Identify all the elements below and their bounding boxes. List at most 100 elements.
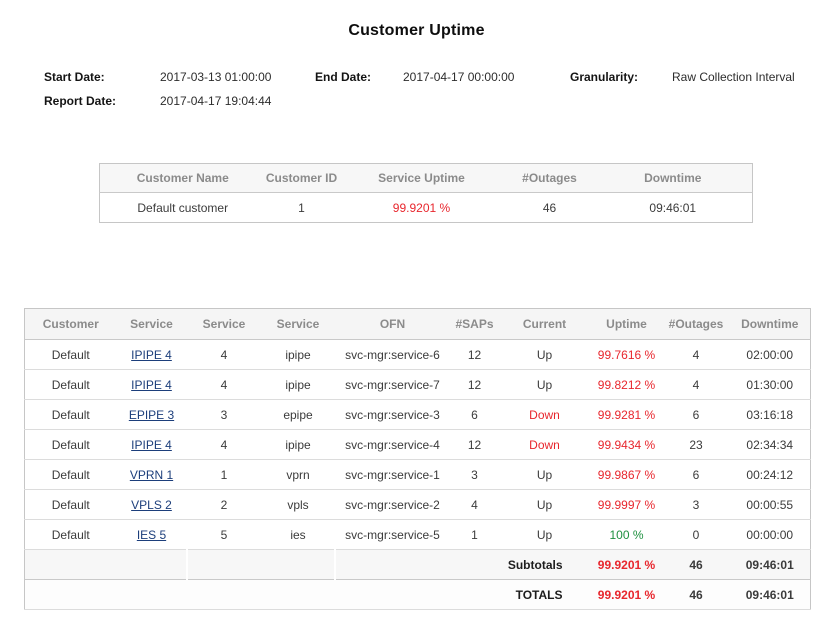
- service-id-cell: 4: [187, 430, 262, 460]
- status-cell: Up: [499, 340, 591, 370]
- customer-cell: Default: [25, 400, 117, 430]
- customer-cell: Default: [25, 430, 117, 460]
- detail-header-outages: #Outages: [663, 309, 730, 340]
- service-id-cell: 4: [187, 340, 262, 370]
- detail-header-row: Customer Service Service Service OFN #SA…: [25, 309, 811, 340]
- outages-cell: 4: [663, 340, 730, 370]
- subtotals-spacer: [25, 550, 187, 580]
- summary-downtime: 09:46:01: [594, 193, 753, 223]
- status-cell: Down: [499, 430, 591, 460]
- service-link[interactable]: VPRN 1: [130, 468, 173, 482]
- service-type-cell: ipipe: [262, 370, 335, 400]
- detail-header-current: Current: [499, 309, 591, 340]
- service-name-cell: IES 5: [117, 520, 187, 550]
- uptime-cell: 99.9434 %: [591, 430, 663, 460]
- service-link[interactable]: IPIPE 4: [131, 348, 172, 362]
- summary-outages: 46: [506, 193, 594, 223]
- uptime-cell: 99.9281 %: [591, 400, 663, 430]
- service-name-cell: VPRN 1: [117, 460, 187, 490]
- totals-row: TOTALS 99.9201 % 46 09:46:01: [25, 580, 811, 610]
- service-link[interactable]: EPIPE 3: [129, 408, 174, 422]
- service-link[interactable]: IPIPE 4: [131, 378, 172, 392]
- status-cell: Up: [499, 370, 591, 400]
- detail-row: DefaultVPLS 22vplssvc-mgr:service-24Up99…: [25, 490, 811, 520]
- outages-cell: 3: [663, 490, 730, 520]
- service-id-cell: 3: [187, 400, 262, 430]
- saps-cell: 12: [451, 370, 499, 400]
- totals-label: TOTALS: [25, 580, 591, 610]
- service-id-cell: 4: [187, 370, 262, 400]
- totals-outages: 46: [663, 580, 730, 610]
- summary-customer-id: 1: [266, 193, 338, 223]
- detail-row: DefaultIPIPE 44ipipesvc-mgr:service-712U…: [25, 370, 811, 400]
- summary-service-uptime: 99.9201 %: [338, 193, 506, 223]
- downtime-cell: 01:30:00: [730, 370, 811, 400]
- detail-header-service-type: Service: [262, 309, 335, 340]
- summary-customer-name: Default customer: [100, 193, 266, 223]
- summary-header-row: Customer Name Customer ID Service Uptime…: [100, 164, 753, 193]
- uptime-cell: 99.7616 %: [591, 340, 663, 370]
- uptime-cell: 99.8212 %: [591, 370, 663, 400]
- saps-cell: 3: [451, 460, 499, 490]
- downtime-cell: 02:00:00: [730, 340, 811, 370]
- ofn-cell: svc-mgr:service-1: [335, 460, 451, 490]
- end-date-label: End Date:: [315, 70, 371, 84]
- saps-cell: 12: [451, 340, 499, 370]
- outages-cell: 6: [663, 460, 730, 490]
- subtotals-label: Subtotals: [335, 550, 591, 580]
- status-cell: Down: [499, 400, 591, 430]
- detail-header-ofn: OFN: [335, 309, 451, 340]
- customer-cell: Default: [25, 520, 117, 550]
- ofn-cell: svc-mgr:service-6: [335, 340, 451, 370]
- page-title: Customer Uptime: [0, 22, 833, 40]
- service-type-cell: epipe: [262, 400, 335, 430]
- totals-uptime: 99.9201 %: [591, 580, 663, 610]
- service-name-cell: VPLS 2: [117, 490, 187, 520]
- ofn-cell: svc-mgr:service-2: [335, 490, 451, 520]
- customer-summary-table: Customer Name Customer ID Service Uptime…: [99, 163, 753, 223]
- detail-header-downtime: Downtime: [730, 309, 811, 340]
- customer-cell: Default: [25, 370, 117, 400]
- outages-cell: 6: [663, 400, 730, 430]
- report-date-value: 2017-04-17 19:04:44: [160, 94, 271, 108]
- service-name-cell: EPIPE 3: [117, 400, 187, 430]
- detail-row: Default IPIPE 4 4ipipesvc-mgr:service-412D…: [25, 430, 811, 460]
- service-link[interactable]: VPLS 2: [131, 498, 172, 512]
- start-date-value: 2017-03-13 01:00:00: [160, 70, 271, 84]
- detail-row: DefaultVPRN 11vprnsvc-mgr:service-13Up99…: [25, 460, 811, 490]
- detail-header-saps: #SAPs: [451, 309, 499, 340]
- subtotals-outages: 46: [663, 550, 730, 580]
- saps-cell: 12: [451, 430, 499, 460]
- summary-row: Default customer 1 99.9201 % 46 09:46:01: [100, 193, 753, 223]
- service-id-cell: 2: [187, 490, 262, 520]
- granularity-value: Raw Collection Interval: [672, 70, 795, 84]
- downtime-cell: 02:34:34: [730, 430, 811, 460]
- uptime-cell: 100 %: [591, 520, 663, 550]
- service-name-cell: IPIPE 4: [117, 430, 187, 460]
- uptime-cell: 99.9867 %: [591, 460, 663, 490]
- customer-cell: Default: [25, 460, 117, 490]
- outages-cell: 0: [663, 520, 730, 550]
- service-id-cell: 1: [187, 460, 262, 490]
- ofn-cell: svc-mgr:service-7: [335, 370, 451, 400]
- summary-header-customer-name: Customer Name: [100, 164, 266, 193]
- service-name-cell: IPIPE 4: [117, 370, 187, 400]
- service-link[interactable]: IPIPE 4: [131, 438, 172, 452]
- outages-cell: 4: [663, 370, 730, 400]
- status-cell: Up: [499, 490, 591, 520]
- service-type-cell: vpls: [262, 490, 335, 520]
- service-link[interactable]: IES 5: [137, 528, 166, 542]
- saps-cell: 1: [451, 520, 499, 550]
- granularity-label: Granularity:: [570, 70, 638, 84]
- service-type-cell: vprn: [262, 460, 335, 490]
- summary-header-downtime: Downtime: [594, 164, 753, 193]
- ofn-cell: svc-mgr:service-4: [335, 430, 451, 460]
- subtotals-spacer: [187, 550, 335, 580]
- detail-row: DefaultEPIPE 33epipesvc-mgr:service-36Do…: [25, 400, 811, 430]
- detail-header-uptime: Uptime: [591, 309, 663, 340]
- service-type-cell: ipipe: [262, 340, 335, 370]
- uptime-cell: 99.9997 %: [591, 490, 663, 520]
- service-type-cell: ipipe: [262, 430, 335, 460]
- start-date-label: Start Date:: [44, 70, 105, 84]
- customer-cell: Default: [25, 340, 117, 370]
